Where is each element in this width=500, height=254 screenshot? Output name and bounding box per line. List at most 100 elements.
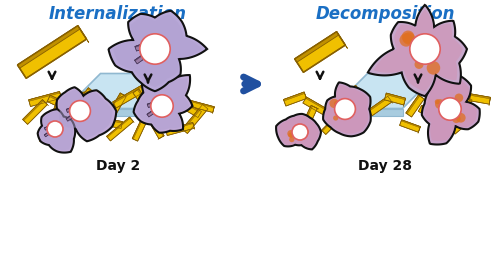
Polygon shape xyxy=(162,84,172,113)
Polygon shape xyxy=(162,99,163,103)
Polygon shape xyxy=(52,123,62,129)
Polygon shape xyxy=(135,39,155,47)
Polygon shape xyxy=(306,97,327,110)
Circle shape xyxy=(305,130,309,134)
Polygon shape xyxy=(202,104,209,110)
Polygon shape xyxy=(54,124,56,127)
Polygon shape xyxy=(384,93,406,105)
Polygon shape xyxy=(138,89,157,116)
Text: Day 28: Day 28 xyxy=(358,159,412,173)
Polygon shape xyxy=(104,93,122,122)
Polygon shape xyxy=(66,104,80,110)
Polygon shape xyxy=(75,104,105,123)
Polygon shape xyxy=(158,136,164,139)
Polygon shape xyxy=(18,26,80,68)
Polygon shape xyxy=(284,92,306,106)
Polygon shape xyxy=(75,104,103,119)
Polygon shape xyxy=(368,96,392,116)
Polygon shape xyxy=(401,120,420,128)
Polygon shape xyxy=(162,84,178,114)
Polygon shape xyxy=(336,32,347,49)
Circle shape xyxy=(400,33,413,47)
Polygon shape xyxy=(142,104,178,118)
Polygon shape xyxy=(142,117,149,120)
Polygon shape xyxy=(142,40,156,59)
Text: Internalization: Internalization xyxy=(49,5,187,23)
Polygon shape xyxy=(76,104,90,108)
Polygon shape xyxy=(56,126,62,136)
Polygon shape xyxy=(88,88,116,112)
Circle shape xyxy=(70,101,90,121)
Polygon shape xyxy=(156,40,160,43)
Polygon shape xyxy=(192,122,194,130)
Polygon shape xyxy=(418,126,420,133)
Polygon shape xyxy=(48,124,58,136)
Polygon shape xyxy=(80,104,81,108)
Polygon shape xyxy=(63,91,97,101)
Polygon shape xyxy=(418,105,442,123)
Polygon shape xyxy=(458,98,467,119)
Polygon shape xyxy=(354,85,370,103)
Text: Day 2: Day 2 xyxy=(96,159,140,173)
Polygon shape xyxy=(158,98,172,105)
Polygon shape xyxy=(56,124,58,126)
Polygon shape xyxy=(135,39,156,51)
Circle shape xyxy=(289,137,294,142)
Polygon shape xyxy=(52,123,62,126)
Polygon shape xyxy=(142,40,160,62)
Polygon shape xyxy=(171,94,202,113)
Circle shape xyxy=(435,99,445,109)
Polygon shape xyxy=(458,98,472,121)
Circle shape xyxy=(151,95,173,117)
Polygon shape xyxy=(146,113,164,139)
Polygon shape xyxy=(150,39,169,44)
Polygon shape xyxy=(294,32,346,72)
Polygon shape xyxy=(466,98,473,100)
Polygon shape xyxy=(44,124,56,130)
Polygon shape xyxy=(18,26,86,78)
Polygon shape xyxy=(96,91,98,100)
Polygon shape xyxy=(62,118,89,129)
Polygon shape xyxy=(323,82,371,136)
Polygon shape xyxy=(489,97,490,106)
Polygon shape xyxy=(60,126,62,127)
Polygon shape xyxy=(104,93,126,125)
Polygon shape xyxy=(147,99,163,107)
Polygon shape xyxy=(150,49,153,54)
Polygon shape xyxy=(22,100,48,124)
Polygon shape xyxy=(60,91,62,100)
Polygon shape xyxy=(57,101,65,104)
Polygon shape xyxy=(112,84,144,103)
Circle shape xyxy=(454,93,463,102)
Polygon shape xyxy=(311,105,319,109)
Polygon shape xyxy=(46,101,58,130)
Polygon shape xyxy=(424,78,477,141)
Polygon shape xyxy=(303,97,327,115)
Polygon shape xyxy=(113,14,202,87)
Circle shape xyxy=(446,112,452,118)
Circle shape xyxy=(333,115,338,121)
Polygon shape xyxy=(44,116,52,117)
Polygon shape xyxy=(72,105,84,120)
Polygon shape xyxy=(182,104,204,130)
Polygon shape xyxy=(66,111,77,119)
Polygon shape xyxy=(47,95,83,117)
Polygon shape xyxy=(142,104,177,112)
FancyArrowPatch shape xyxy=(244,77,258,91)
Polygon shape xyxy=(470,94,490,99)
Polygon shape xyxy=(40,111,73,150)
Polygon shape xyxy=(182,104,208,134)
Polygon shape xyxy=(106,117,130,137)
Polygon shape xyxy=(153,100,163,114)
Polygon shape xyxy=(334,118,340,123)
Polygon shape xyxy=(374,9,463,91)
Circle shape xyxy=(350,105,356,111)
Circle shape xyxy=(402,32,415,45)
Circle shape xyxy=(47,121,63,137)
Polygon shape xyxy=(88,107,90,111)
Polygon shape xyxy=(302,105,318,126)
Polygon shape xyxy=(326,85,368,134)
Circle shape xyxy=(304,128,307,131)
Polygon shape xyxy=(150,115,157,120)
Circle shape xyxy=(140,34,170,64)
